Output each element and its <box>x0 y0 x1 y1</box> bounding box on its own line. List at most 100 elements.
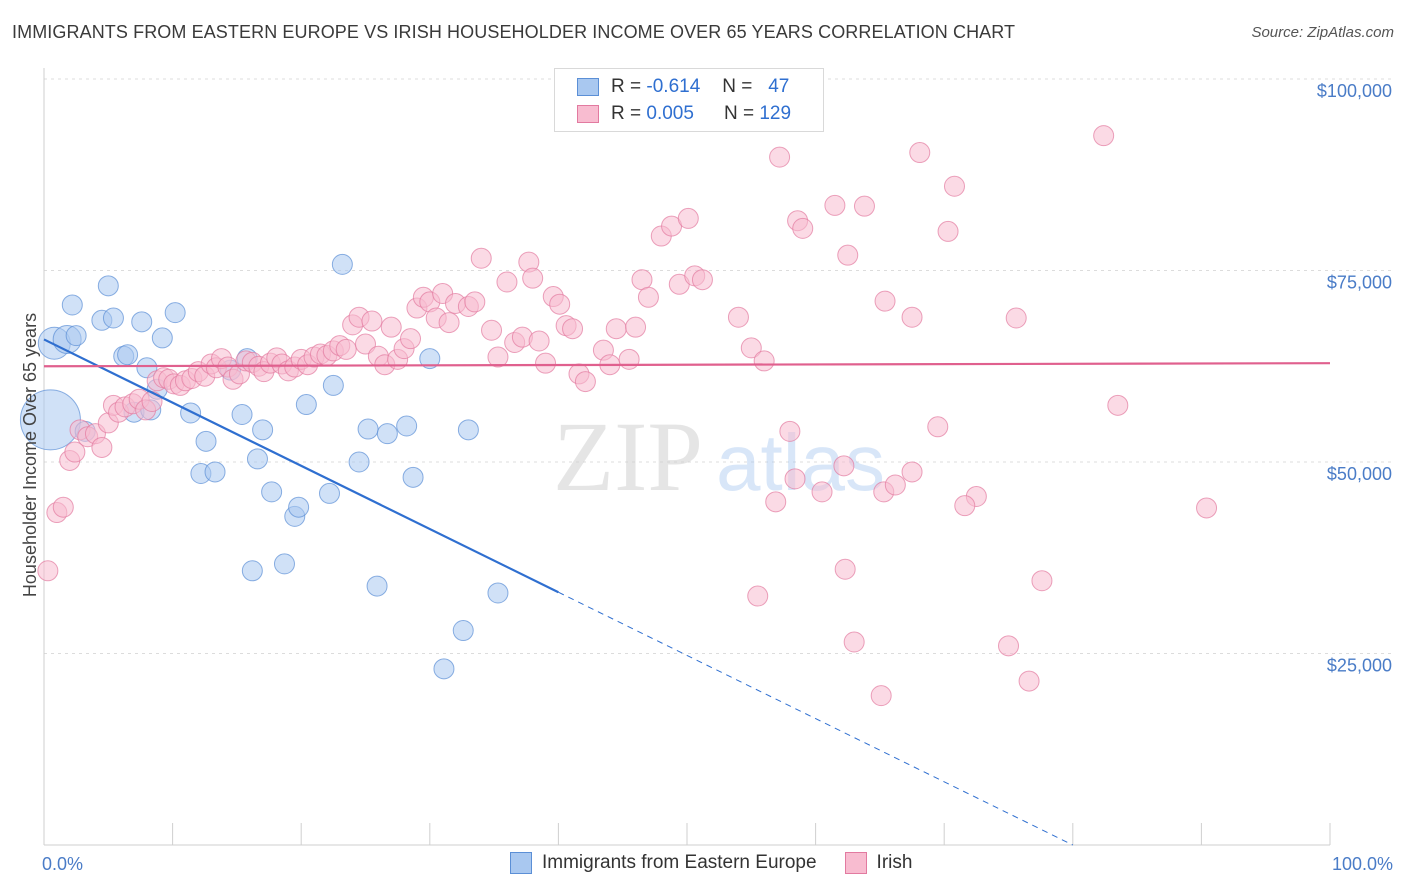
data-point <box>937 220 959 242</box>
data-point <box>834 558 856 580</box>
data-point <box>927 416 949 438</box>
legend-n-value: 129 <box>759 103 792 124</box>
data-point <box>252 419 274 441</box>
data-point <box>874 290 896 312</box>
watermark-zip: ZIP <box>553 401 703 512</box>
data-point <box>769 146 791 168</box>
data-point <box>954 495 976 517</box>
legend-swatch-eastern-europe <box>510 852 532 874</box>
data-point <box>464 291 486 313</box>
data-point <box>357 418 379 440</box>
legend-swatch-eastern-europe <box>577 78 599 96</box>
data-point <box>380 316 402 338</box>
data-point <box>64 441 86 463</box>
data-point <box>366 575 388 597</box>
legend-row-eastern-europe: R = -0.614 N = 47 <box>577 75 789 99</box>
watermark-atlas: atlas <box>716 418 885 507</box>
legend-r-label: R = <box>611 103 642 124</box>
legend-n-value: 47 <box>768 76 790 97</box>
data-point <box>779 420 801 442</box>
data-point <box>562 318 584 340</box>
y-tick-label: $25,000 <box>1327 656 1392 676</box>
data-point <box>37 560 59 582</box>
data-point <box>131 311 153 333</box>
data-point <box>141 390 163 412</box>
data-point <box>605 318 627 340</box>
data-point <box>151 327 173 349</box>
data-point <box>195 430 217 452</box>
data-point <box>811 481 833 503</box>
data-point <box>824 194 846 216</box>
data-point <box>496 271 518 293</box>
data-point <box>487 582 509 604</box>
data-point <box>901 461 923 483</box>
data-point <box>837 244 859 266</box>
data-point <box>355 333 376 355</box>
x-tick-label: 100.0% <box>1332 854 1393 874</box>
y-axis-label: Householder Income Over 65 years <box>20 313 40 597</box>
data-point <box>52 496 74 518</box>
data-point <box>470 247 492 269</box>
legend-r-label: R = <box>611 76 642 97</box>
data-point <box>164 302 186 324</box>
data-point <box>400 328 422 350</box>
data-point <box>97 275 119 297</box>
chart-source: Source: ZipAtlas.com <box>1251 24 1394 41</box>
data-point <box>457 419 479 441</box>
data-point <box>870 685 892 707</box>
data-point <box>625 316 647 338</box>
data-point <box>102 307 124 329</box>
data-point <box>1093 125 1115 147</box>
data-point <box>1107 394 1129 416</box>
axes <box>43 68 1331 846</box>
data-point <box>792 217 814 239</box>
data-point <box>853 195 875 217</box>
data-point <box>943 175 965 197</box>
y-tick-label: $50,000 <box>1327 464 1392 484</box>
data-point <box>677 207 699 229</box>
data-point <box>535 352 557 374</box>
data-point <box>91 436 113 458</box>
data-point <box>295 394 317 416</box>
data-point <box>376 423 398 445</box>
stats-legend: R = -0.614 N = 47 R = 0.005 N = 129 <box>554 68 824 132</box>
data-point <box>273 553 295 575</box>
data-point <box>1018 670 1040 692</box>
y-tick-label: $75,000 <box>1327 273 1392 293</box>
data-point <box>318 482 340 504</box>
axis-labels: $25,000 $50,000 $75,000 $100,000 0.0% 100.0% H… <box>20 81 1393 874</box>
data-point <box>331 253 353 275</box>
data-point <box>884 474 906 496</box>
data-points <box>19 78 1218 707</box>
data-point <box>753 350 775 372</box>
legend-item-eastern-europe: Immigrants from Eastern Europe <box>510 852 817 874</box>
data-point <box>335 338 357 360</box>
legend-n-label: N = <box>722 76 753 97</box>
data-point <box>65 325 87 347</box>
data-point <box>1031 570 1053 592</box>
data-point <box>402 466 424 488</box>
data-point <box>117 344 139 366</box>
legend-label-irish: Irish <box>876 852 913 873</box>
legend-r-value: 0.005 <box>646 103 694 124</box>
y-tick-label: $100,000 <box>1317 81 1392 101</box>
data-point <box>998 635 1019 657</box>
x-tick-label: 0.0% <box>42 854 83 874</box>
data-point <box>452 620 474 642</box>
data-point <box>61 294 83 316</box>
data-point <box>522 267 544 289</box>
data-point <box>348 451 370 473</box>
data-point <box>740 337 762 359</box>
data-point <box>396 415 418 437</box>
trend-lines <box>43 338 1331 846</box>
legend-row-irish: R = 0.005 N = 129 <box>577 102 791 126</box>
data-point <box>231 404 253 426</box>
data-point <box>419 348 441 370</box>
data-point <box>438 312 460 334</box>
data-point <box>481 319 503 341</box>
data-point <box>288 496 310 518</box>
data-point <box>691 269 713 291</box>
data-point <box>433 658 455 680</box>
data-point <box>747 585 769 607</box>
